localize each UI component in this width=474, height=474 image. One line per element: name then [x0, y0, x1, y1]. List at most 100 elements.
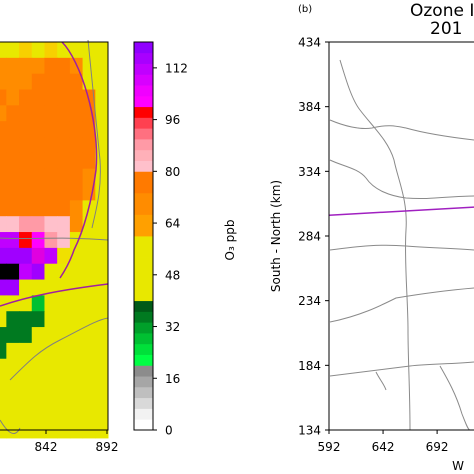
heatmap-cell — [95, 342, 109, 360]
heatmap-cell — [19, 390, 33, 407]
road-line — [329, 244, 474, 251]
heatmap-cell — [44, 73, 58, 91]
heatmap-cell — [44, 406, 58, 423]
heatmap-cell — [44, 374, 58, 391]
heatmap-cell — [44, 327, 58, 344]
y-tick-label: 184 — [298, 359, 321, 373]
heatmap-cell — [44, 295, 58, 312]
heatmap-cell — [31, 390, 45, 407]
heatmap-cell — [44, 232, 58, 249]
heatmap-cell — [57, 137, 71, 154]
heatmap-cell — [6, 327, 20, 344]
heatmap-cell — [0, 279, 7, 296]
heatmap-cell — [0, 89, 7, 106]
heatmap-cell — [44, 89, 58, 106]
colorbar-segment — [134, 63, 153, 75]
heatmap-cell — [57, 279, 71, 296]
heatmap-cell — [57, 374, 71, 391]
heatmap-cell — [57, 73, 71, 91]
heatmap-cell — [19, 105, 33, 122]
heatmap-cell — [95, 42, 109, 59]
heatmap-cell — [95, 89, 109, 106]
heatmap-cell — [44, 216, 58, 233]
colorbar-segment — [134, 397, 153, 409]
heatmap-cells — [0, 42, 109, 439]
colorbar-segment — [134, 85, 153, 97]
colorbar-segment — [134, 333, 153, 345]
heatmap-cell — [6, 42, 20, 59]
heatmap-cell — [19, 57, 33, 75]
colorbar-segment — [134, 343, 153, 355]
heatmap-cell — [31, 200, 45, 217]
colorbar-tick-label: 64 — [165, 217, 180, 231]
heatmap-cell — [44, 57, 58, 75]
heatmap-cell — [57, 342, 71, 360]
heatmap-cell — [19, 89, 33, 106]
heatmap-cell — [31, 42, 45, 59]
heatmap-cell — [69, 374, 84, 391]
heatmap-cell — [31, 279, 45, 296]
map-x-axis: 592 642 692 — [318, 430, 449, 454]
ozone-heatmap-panel: 842 892 — [0, 39, 118, 454]
heatmap-cell — [82, 374, 96, 391]
heatmap-cell — [57, 168, 71, 186]
colorbar-segment — [134, 236, 153, 248]
heatmap-cell — [57, 42, 71, 59]
heatmap-cell — [69, 184, 84, 201]
heatmap-cell — [19, 247, 33, 265]
heatmap-cell — [95, 263, 109, 281]
heatmap-cell — [6, 184, 20, 201]
heatmap-cell — [82, 137, 96, 154]
heatmap-cell — [31, 184, 45, 201]
colorbar-tick-label: 112 — [165, 61, 188, 75]
heatmap-cell — [31, 327, 45, 344]
heatmap-cell — [95, 247, 109, 265]
heatmap-cell — [57, 184, 71, 201]
heatmap-cell — [31, 105, 45, 122]
heatmap-cell — [31, 89, 45, 106]
road-line — [0, 237, 109, 241]
colorbar-segment — [134, 128, 153, 140]
colorbar-segment — [134, 42, 153, 54]
road-line — [9, 317, 109, 381]
heatmap-cell — [44, 137, 58, 154]
heatmap-cell — [57, 105, 71, 122]
heatmap-cell — [95, 73, 109, 91]
road-line — [329, 287, 474, 323]
heatmap-cell — [19, 358, 33, 376]
heatmap-cell — [19, 406, 33, 423]
heatmap-cell — [6, 342, 20, 360]
heatmap-cell — [0, 247, 7, 265]
heatmap-frame — [0, 41, 109, 431]
y-tick-label: 134 — [298, 424, 321, 438]
map-roads — [329, 59, 474, 431]
x-tick-label: 592 — [318, 440, 341, 454]
colorbar-segment — [134, 246, 153, 258]
colorbar-segment — [134, 386, 153, 399]
heatmap-cell — [57, 311, 71, 328]
heatmap-cell — [31, 342, 45, 360]
colorbar-tick-label: 0 — [165, 424, 173, 438]
x-axis-label: W — [452, 459, 464, 473]
heatmap-cell — [6, 247, 20, 265]
heatmap-cell — [19, 184, 33, 201]
heatmap-cell — [0, 374, 7, 391]
heatmap-cell — [82, 342, 96, 360]
heatmap-cell — [57, 89, 71, 106]
colorbar-segment — [134, 74, 153, 86]
road-line — [87, 39, 101, 229]
heatmap-cell — [82, 89, 96, 106]
colorbar-segment — [134, 106, 153, 118]
heatmap-cell — [19, 73, 33, 91]
urban-boundary — [0, 41, 109, 307]
heatmap-cell — [19, 342, 33, 360]
heatmap-cell — [19, 311, 33, 328]
heatmap-cell — [57, 295, 71, 312]
heatmap-cell — [69, 57, 84, 75]
heatmap-cell — [6, 200, 20, 217]
heatmap-cell — [31, 358, 45, 376]
heatmap-cell — [31, 57, 45, 75]
colorbar-segment — [134, 149, 153, 161]
map-title-line1: Ozone I — [410, 1, 474, 21]
